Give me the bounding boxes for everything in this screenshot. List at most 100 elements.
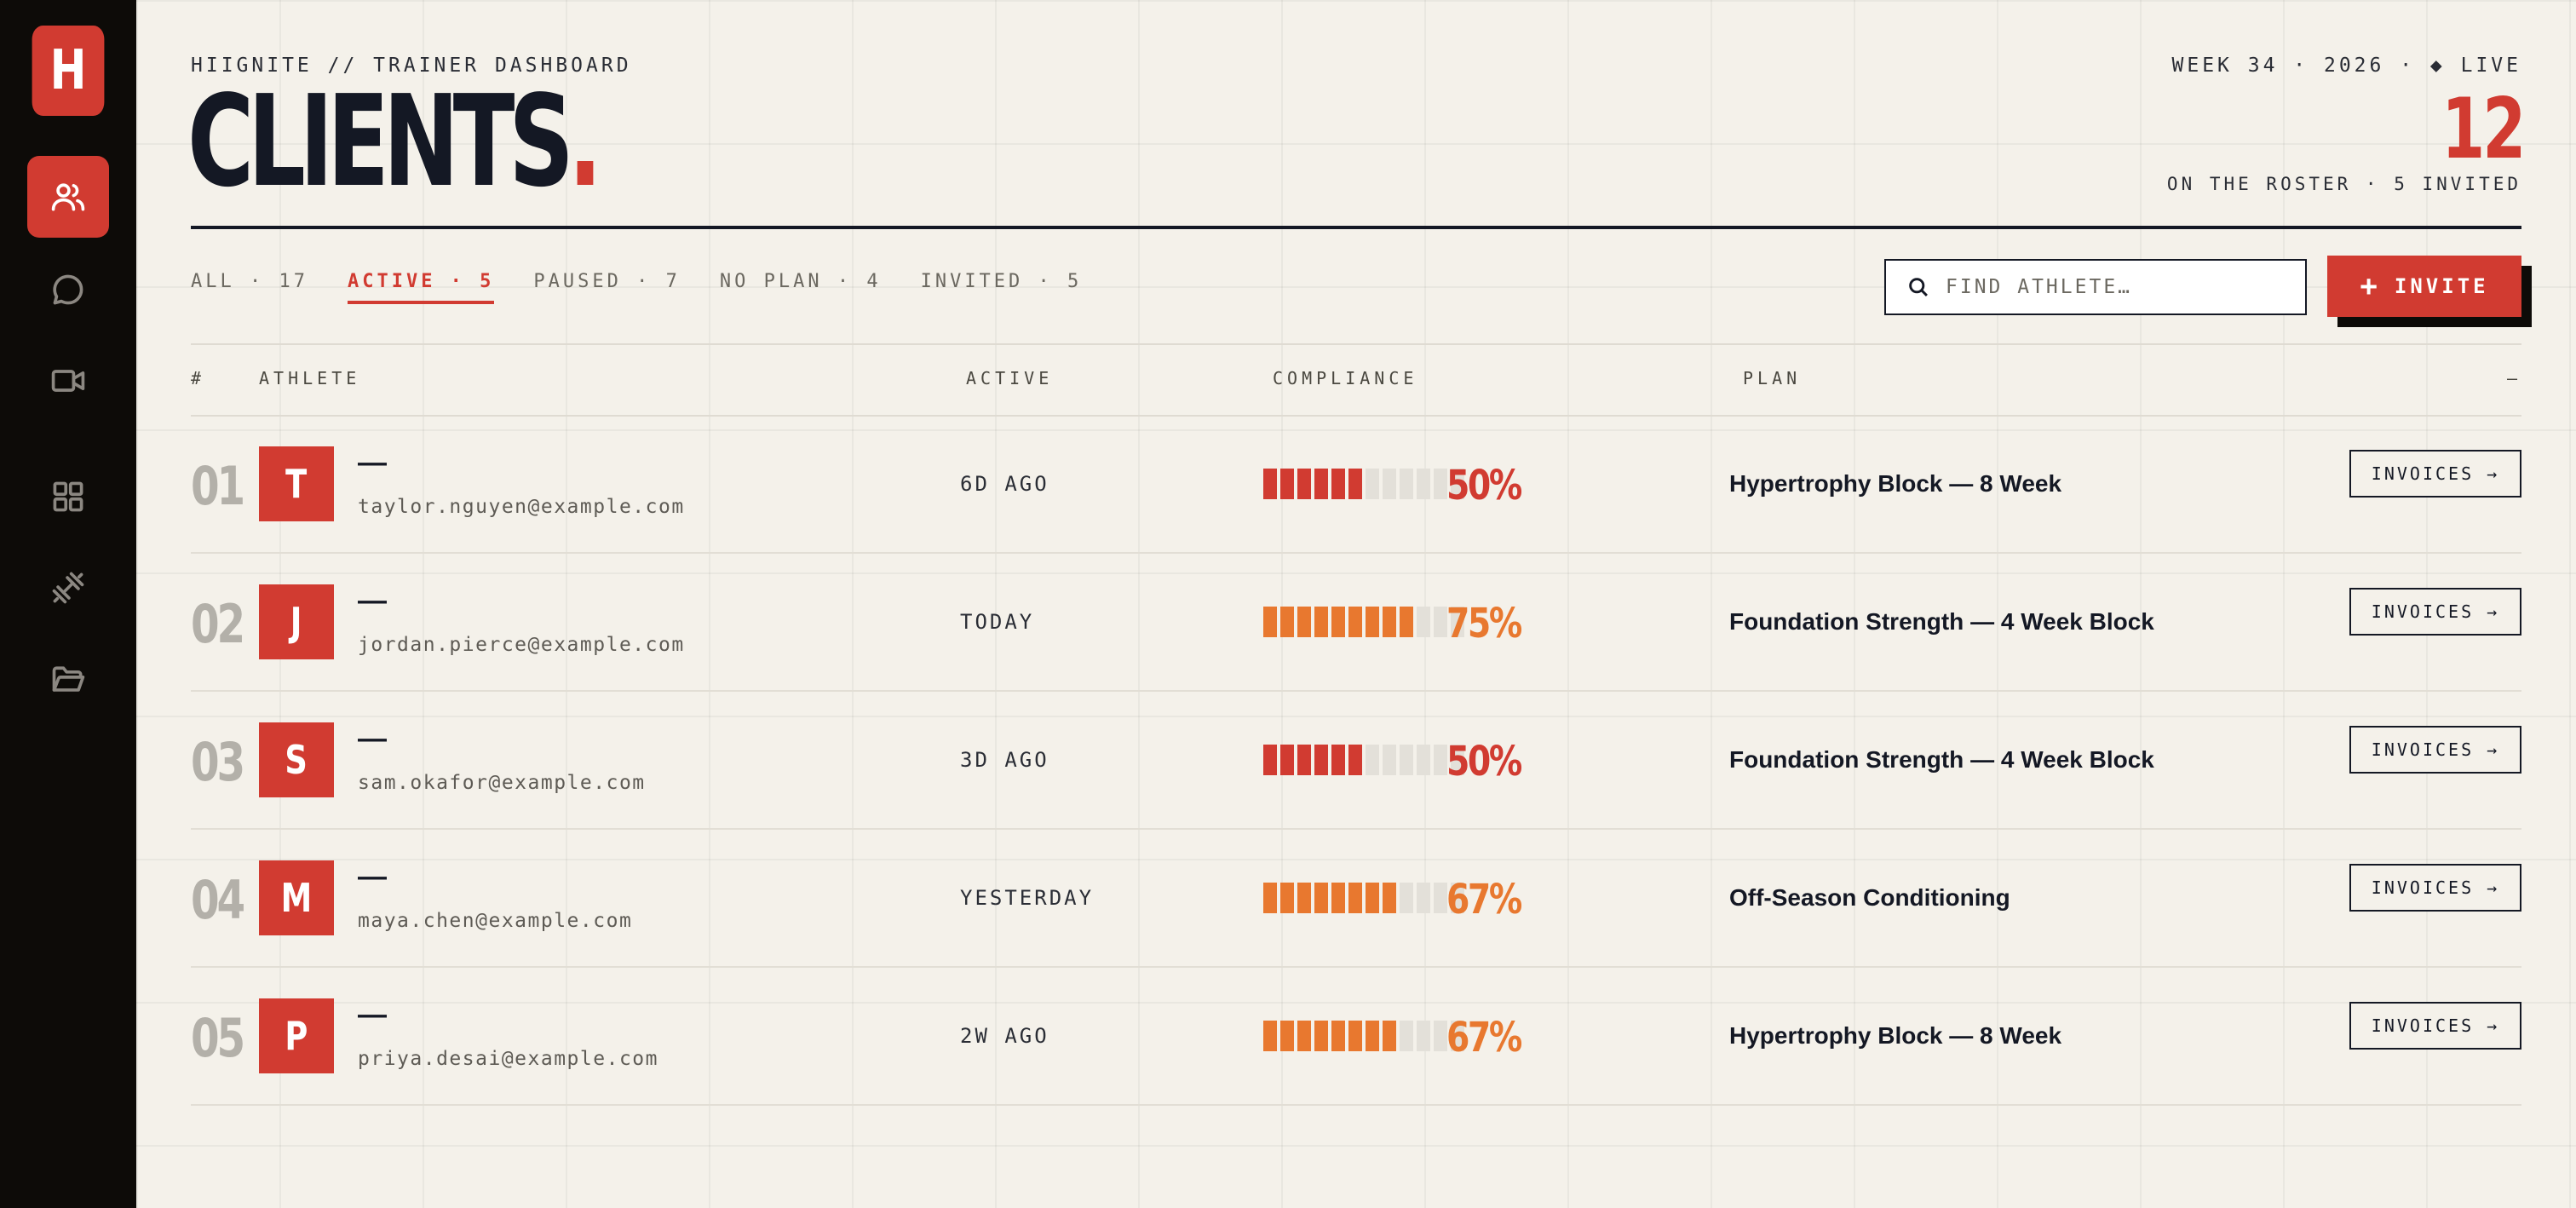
table-top-divider <box>191 343 2521 345</box>
athlete-email: sam.okafor@example.com <box>358 772 646 794</box>
last-active: 2W AGO <box>960 1024 1049 1048</box>
invite-label: INVITE <box>2394 274 2489 298</box>
compliance-bar <box>1263 469 1464 499</box>
avatar-initial: J <box>290 599 302 645</box>
tab-active[interactable]: ACTIVE · 5 <box>347 271 495 304</box>
compliance-segment-empty <box>1417 607 1430 637</box>
header-divider <box>191 226 2521 229</box>
plan-name[interactable]: Hypertrophy Block — 8 Week <box>1729 470 2062 497</box>
tab-no-plan[interactable]: NO PLAN · 4 <box>719 271 882 292</box>
table-header-divider <box>191 415 2521 417</box>
compliance-segment-filled <box>1383 1021 1396 1051</box>
athlete-name[interactable]: — <box>358 860 387 893</box>
compliance-segment-empty <box>1434 1021 1447 1051</box>
plan-name[interactable]: Foundation Strength — 4 Week Block <box>1729 746 2154 773</box>
app-eyebrow: HIIGNITE // TRAINER DASHBOARD <box>191 55 632 77</box>
table-header: # ATHLETE ACTIVE COMPLIANCE PLAN — <box>191 368 2521 394</box>
row-number: 02 <box>191 593 245 655</box>
table-row[interactable]: 05 P — priya.desai@example.com 2W AGO 67% Hype… <box>191 968 2521 1106</box>
sidebar: H <box>0 0 136 1208</box>
compliance-segment-empty <box>1417 469 1430 499</box>
compliance-percent: 75% <box>1446 600 1522 647</box>
compliance-segment-filled <box>1348 745 1362 775</box>
compliance-segment-filled <box>1280 1021 1294 1051</box>
invoices-button[interactable]: INVOICES → <box>2349 450 2521 498</box>
compliance-bar <box>1263 607 1464 637</box>
compliance-segment-filled <box>1263 469 1277 499</box>
dumbbell-icon <box>52 572 84 604</box>
compliance-segment-filled <box>1331 745 1345 775</box>
avatar: J <box>259 584 334 659</box>
compliance-percent: 50% <box>1446 738 1522 785</box>
nav-clients[interactable] <box>27 156 109 238</box>
col-compliance[interactable]: COMPLIANCE <box>1273 368 1418 388</box>
compliance-percent: 50% <box>1446 462 1522 509</box>
invoices-button[interactable]: INVOICES → <box>2349 864 2521 912</box>
compliance-segment-filled <box>1314 469 1328 499</box>
athlete-email: priya.desai@example.com <box>358 1048 658 1070</box>
tab-invited[interactable]: INVITED · 5 <box>920 271 1083 292</box>
nav-programs[interactable] <box>27 456 109 538</box>
compliance-segment-empty <box>1451 607 1464 637</box>
col-plan[interactable]: PLAN <box>1743 368 1802 388</box>
nav-files[interactable] <box>27 639 109 721</box>
filter-tabs: ALL · 17 ACTIVE · 5 PAUSED · 7 NO PLAN ·… <box>191 271 1082 304</box>
invoices-button[interactable]: INVOICES → <box>2349 726 2521 774</box>
last-active: YESTERDAY <box>960 886 1095 910</box>
compliance-segment-filled <box>1263 1021 1277 1051</box>
plan-name[interactable]: Foundation Strength — 4 Week Block <box>1729 608 2154 635</box>
table-row[interactable]: 02 J — jordan.pierce@example.com TODAY 75% Fou… <box>191 554 2521 692</box>
compliance-segment-empty <box>1434 469 1447 499</box>
compliance-segment-filled <box>1366 607 1379 637</box>
compliance-segment-empty <box>1417 745 1430 775</box>
folder-open-icon <box>52 666 85 692</box>
compliance-segment-filled <box>1280 469 1294 499</box>
avatar: P <box>259 998 334 1073</box>
compliance-percent: 67% <box>1446 876 1522 923</box>
compliance-segment-empty <box>1434 745 1447 775</box>
compliance-segment-filled <box>1348 1021 1362 1051</box>
invite-button[interactable]: + INVITE <box>2327 256 2521 317</box>
compliance-segment-empty <box>1451 469 1464 499</box>
col-actions: — <box>2506 368 2521 388</box>
page-title: CLIENTS. <box>187 68 602 215</box>
compliance-segment-filled <box>1348 607 1362 637</box>
search-box[interactable] <box>1884 259 2307 315</box>
invoices-button[interactable]: INVOICES → <box>2349 588 2521 636</box>
tab-paused[interactable]: PAUSED · 7 <box>533 271 681 292</box>
nav-video[interactable] <box>27 340 109 422</box>
chat-bubble-icon <box>53 274 83 305</box>
athlete-name[interactable]: — <box>358 446 387 479</box>
compliance-segment-filled <box>1263 883 1277 913</box>
compliance-segment-filled <box>1331 607 1345 637</box>
search-input[interactable] <box>1946 276 2286 298</box>
compliance-segment-filled <box>1383 883 1396 913</box>
athlete-name[interactable]: — <box>358 998 387 1031</box>
compliance-segment-filled <box>1331 1021 1345 1051</box>
table-row[interactable]: 04 M — maya.chen@example.com YESTERDAY 67% Off… <box>191 830 2521 968</box>
compliance-segment-filled <box>1314 607 1328 637</box>
col-athlete[interactable]: ATHLETE <box>259 368 361 388</box>
compliance-segment-empty <box>1417 1021 1430 1051</box>
brand-logo[interactable]: H <box>32 26 105 116</box>
tab-all[interactable]: ALL · 17 <box>191 271 308 292</box>
col-active[interactable]: ACTIVE <box>966 368 1054 388</box>
compliance-segment-filled <box>1297 1021 1311 1051</box>
plan-name[interactable]: Off-Season Conditioning <box>1729 884 2010 911</box>
athlete-name[interactable]: — <box>358 584 387 617</box>
avatar-initial: M <box>280 875 313 921</box>
athlete-name[interactable]: — <box>358 722 387 755</box>
plan-name[interactable]: Hypertrophy Block — 8 Week <box>1729 1022 2062 1049</box>
compliance-segment-empty <box>1366 469 1379 499</box>
avatar: S <box>259 722 334 797</box>
compliance-segment-filled <box>1348 469 1362 499</box>
last-active: TODAY <box>960 610 1035 634</box>
users-icon <box>51 183 85 211</box>
table-row[interactable]: 01 T — taylor.nguyen@example.com 6D AGO 50% Hy… <box>191 416 2521 554</box>
nav-messages[interactable] <box>27 249 109 331</box>
compliance-segment-filled <box>1314 1021 1328 1051</box>
nav-exercises[interactable] <box>27 547 109 629</box>
table-row[interactable]: 03 S — sam.okafor@example.com 3D AGO 50% Found… <box>191 692 2521 830</box>
invoices-button[interactable]: INVOICES → <box>2349 1002 2521 1050</box>
compliance-segment-empty <box>1366 745 1379 775</box>
